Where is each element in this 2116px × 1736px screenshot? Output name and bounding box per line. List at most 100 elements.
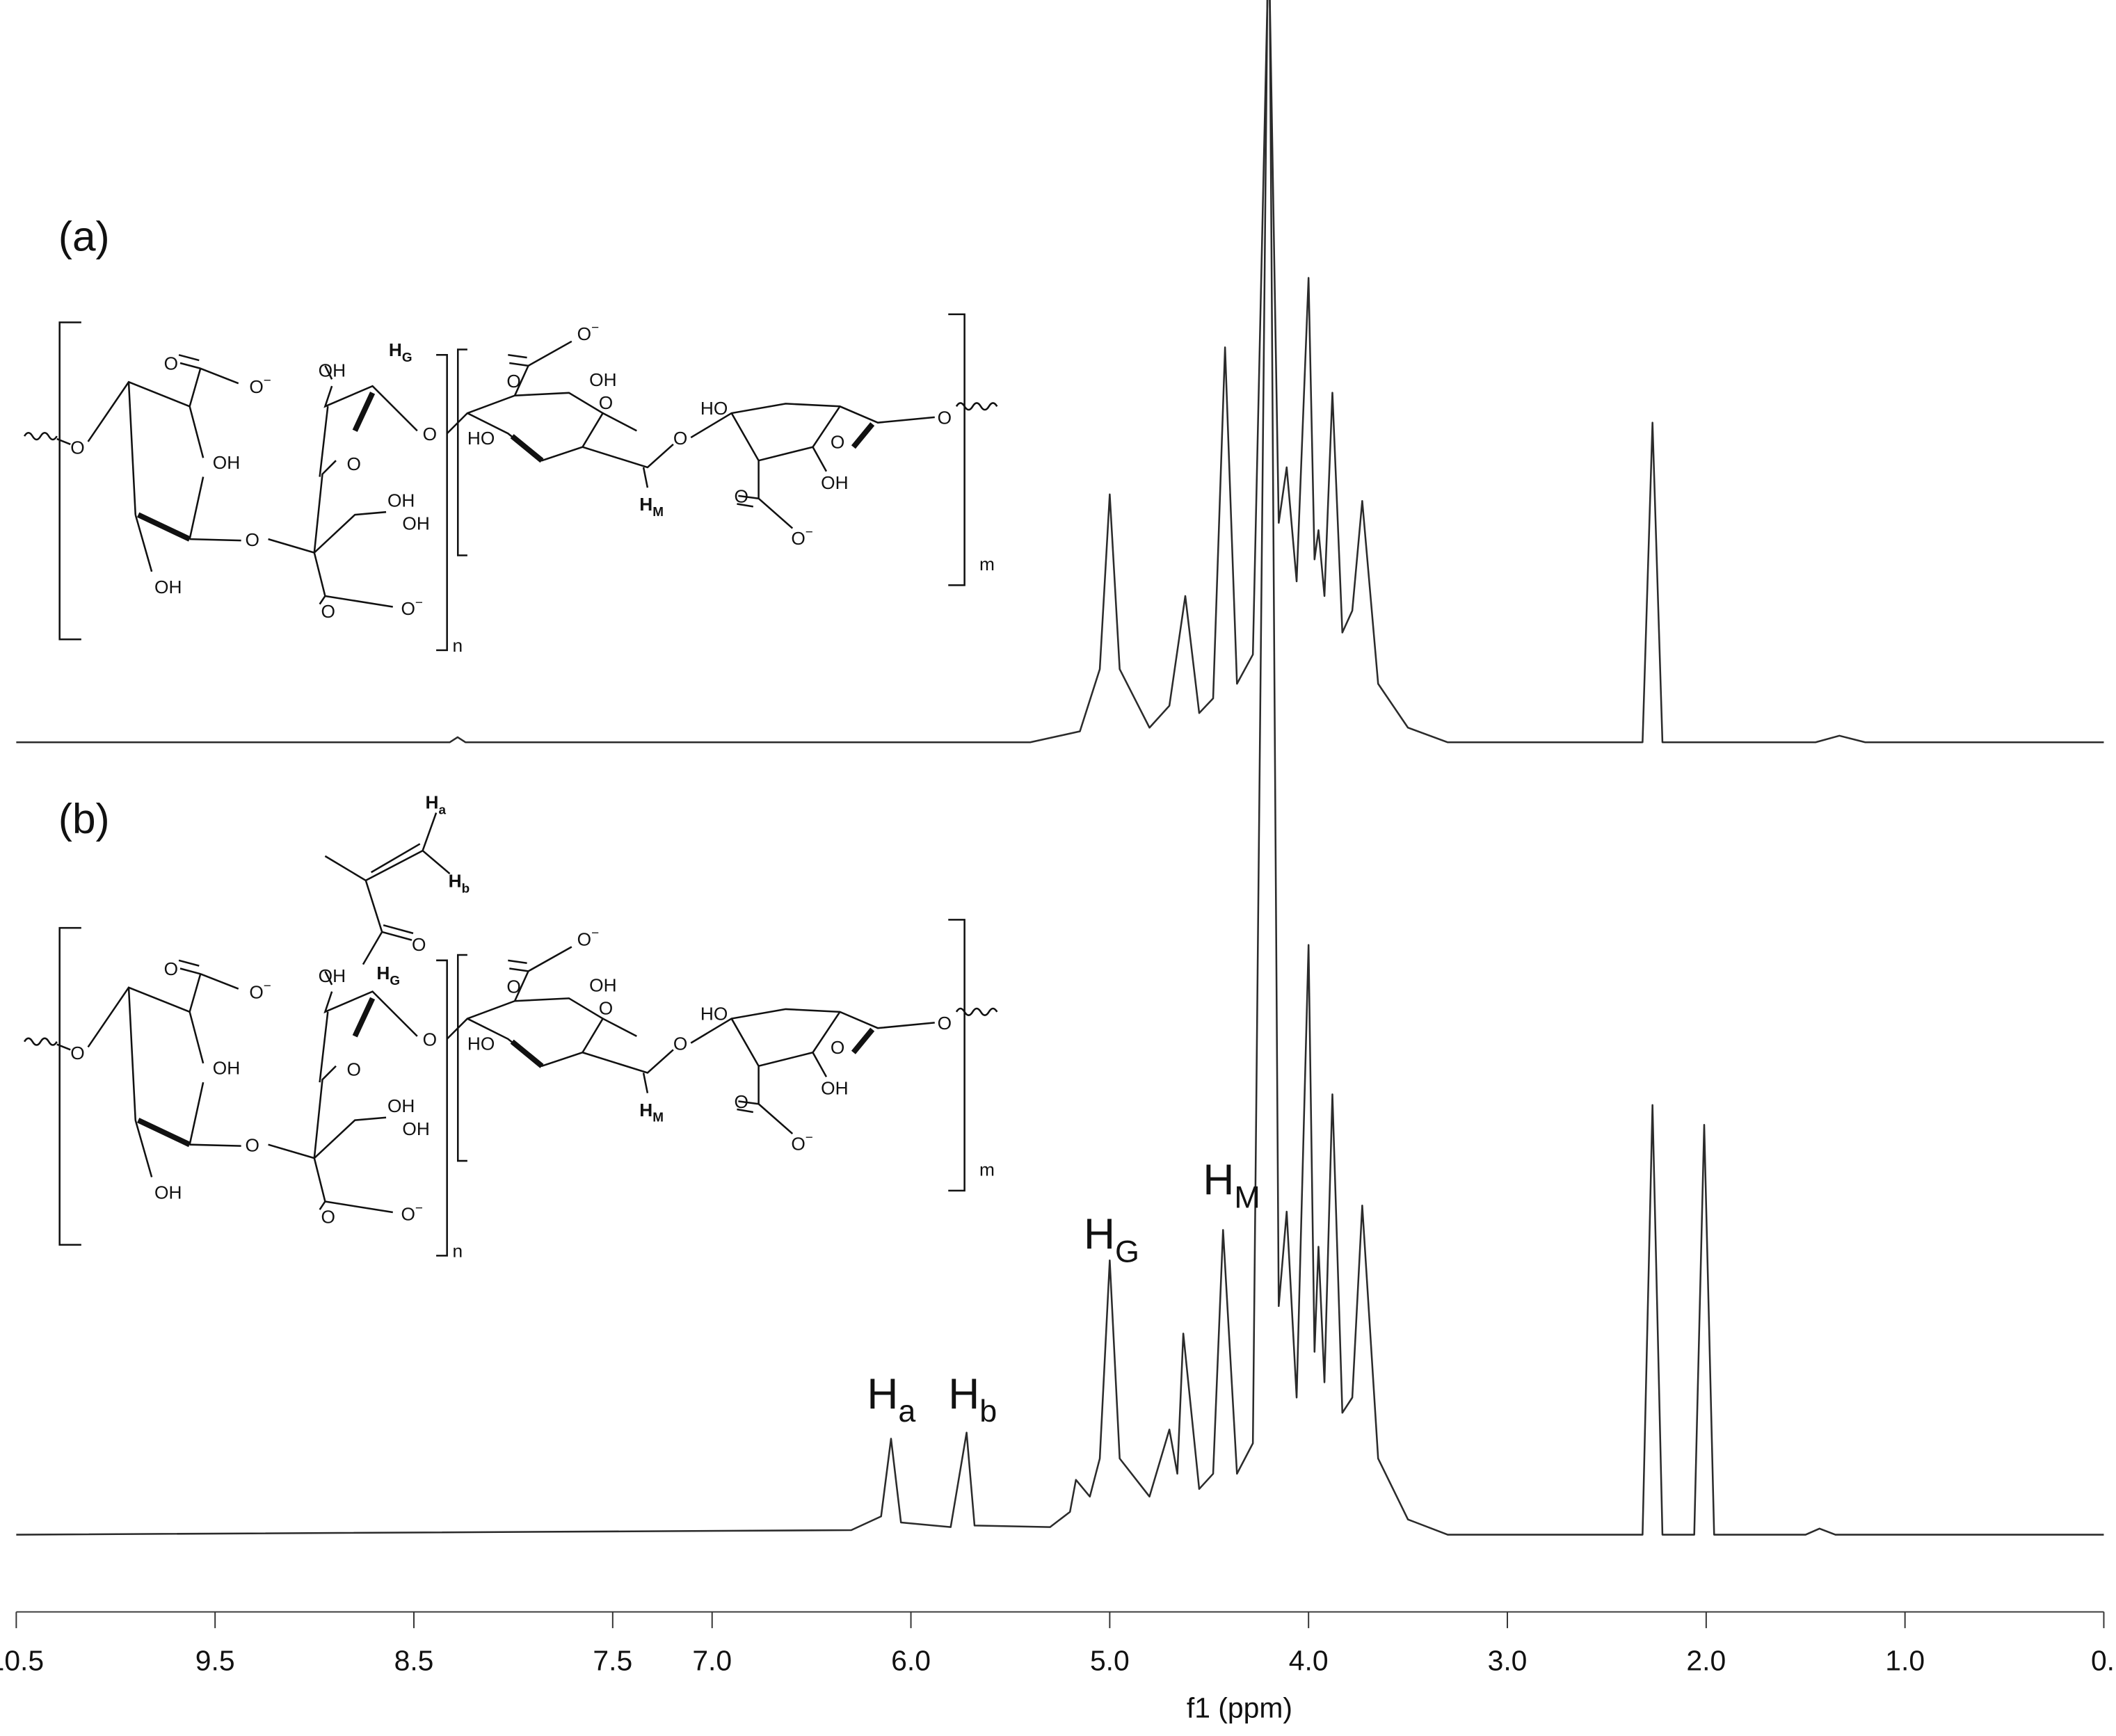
- peak-annotation-sub: M: [1234, 1179, 1260, 1214]
- structure-label-main: H: [426, 792, 439, 813]
- x-tick-label: 1.0: [1885, 1644, 1925, 1676]
- structure-label: HO: [467, 428, 495, 449]
- structure-label-main: H: [639, 494, 652, 515]
- structure-label: O: [735, 486, 748, 507]
- structure-label: Ha: [426, 792, 447, 818]
- structure-label-main: H: [639, 1100, 652, 1120]
- structure-label: OH: [821, 472, 848, 493]
- structure-label-main: n: [452, 1240, 463, 1261]
- structure-label-main: O: [245, 1134, 259, 1155]
- structure-label: O: [423, 1029, 437, 1050]
- structure-label-main: OH: [402, 1118, 429, 1139]
- structure-label-main: OH: [589, 369, 616, 390]
- structure-label: HG: [389, 339, 412, 365]
- panel-label: (b): [58, 795, 110, 842]
- x-axis-title: f1 (ppm): [1187, 1691, 1292, 1723]
- structure-label-main: OH: [387, 490, 415, 511]
- structure-label: OH: [319, 360, 346, 380]
- structure-label-main: O: [831, 1037, 844, 1058]
- peak-annotation-main: H: [867, 1370, 898, 1418]
- structure-label: O: [599, 998, 613, 1019]
- peak-annotation-main: H: [1203, 1157, 1234, 1205]
- structure-label: O: [938, 1013, 952, 1034]
- structure-label-main: O: [938, 1013, 952, 1034]
- structure-label-main: O: [577, 929, 591, 949]
- structure-label-main: HO: [700, 398, 728, 419]
- structure-label-main: O: [673, 428, 687, 449]
- structure-label: m: [979, 1159, 995, 1180]
- structure-label-main: O: [791, 1133, 805, 1154]
- structure-label-sup: −: [805, 1131, 813, 1146]
- x-tick-label: 7.5: [593, 1644, 632, 1676]
- structure-label-main: O: [401, 598, 415, 619]
- structure-label: OH: [213, 452, 240, 473]
- structure-label: O: [347, 453, 361, 474]
- structure-label: Hb: [449, 871, 470, 897]
- structure-label: HO: [700, 1004, 728, 1024]
- structure-label-main: O: [164, 353, 178, 374]
- structure-label: OH: [213, 1057, 240, 1078]
- structure-label: n: [452, 1240, 463, 1261]
- structure-label: O: [321, 601, 335, 622]
- peak-annotation-sub: G: [1115, 1233, 1139, 1269]
- structure-label-main: O: [245, 529, 259, 550]
- structure-label-main: O: [735, 486, 748, 507]
- structure-label: OH: [319, 965, 346, 986]
- structure-label-sup: −: [591, 926, 599, 941]
- structure-label: O: [938, 408, 952, 428]
- structure-label-main: O: [506, 976, 520, 997]
- structure-label-sub: G: [390, 974, 400, 988]
- x-tick-label: 6.0: [891, 1644, 931, 1676]
- structure-label: O: [599, 392, 613, 413]
- structure-label-sup: −: [264, 979, 271, 994]
- structure-label-main: O: [673, 1033, 687, 1054]
- structure-label-main: OH: [213, 1057, 240, 1078]
- structure-label-main: O: [831, 432, 844, 453]
- structure-label: OH: [387, 1095, 415, 1116]
- structure-label: O: [423, 424, 437, 444]
- x-tick-label: 10.5: [0, 1644, 44, 1676]
- structure-label-sup: −: [415, 1201, 423, 1216]
- structure-label: OH: [387, 490, 415, 511]
- structure-label-main: O: [249, 981, 263, 1002]
- structure-label-main: O: [791, 528, 805, 549]
- structure-label: O: [347, 1059, 361, 1079]
- structure-label-sub: a: [439, 803, 447, 818]
- peak-annotation-main: H: [1084, 1211, 1115, 1259]
- structure-label-sub: b: [462, 882, 470, 897]
- structure-label-main: OH: [154, 577, 182, 597]
- structure-label-main: H: [376, 963, 390, 983]
- structure-label-sub: M: [652, 1111, 664, 1125]
- structure-label: O−: [401, 1201, 423, 1225]
- structure-label-main: m: [979, 554, 995, 574]
- structure-label-main: OH: [821, 472, 848, 493]
- structure-label: O−: [249, 979, 271, 1003]
- structure-label: O: [164, 958, 178, 979]
- structure-label-main: OH: [213, 452, 240, 473]
- peak-annotation: Hb: [948, 1370, 997, 1429]
- structure-label-main: OH: [319, 360, 346, 380]
- peak-annotation: Ha: [867, 1370, 915, 1429]
- spectra: [16, 0, 2104, 1536]
- structure-label: HO: [700, 398, 728, 419]
- structure-label-sub: G: [402, 351, 412, 365]
- structure-label-main: H: [389, 339, 402, 360]
- structure-label: O: [506, 976, 520, 997]
- x-tick-label: 7.0: [692, 1644, 732, 1676]
- peak-annotation: HG: [1084, 1211, 1139, 1269]
- structure-label: O: [673, 1033, 687, 1054]
- structure-label-main: HO: [700, 1004, 728, 1024]
- structure-label: OH: [154, 577, 182, 597]
- structure-b-bonds: [24, 812, 997, 1256]
- spectrum-line: [16, 0, 2104, 1536]
- structure-label-main: O: [164, 958, 178, 979]
- structure-label-main: OH: [821, 1078, 848, 1099]
- x-tick-label: 8.5: [394, 1644, 434, 1676]
- structure-label-sup: −: [591, 321, 599, 335]
- structure-label: OH: [589, 975, 616, 996]
- structure-label-main: OH: [387, 1095, 415, 1116]
- spectrum-line: [16, 0, 2104, 744]
- structure-label: O: [673, 428, 687, 449]
- structure-label: O−: [401, 595, 423, 619]
- structure-label-main: OH: [402, 513, 429, 534]
